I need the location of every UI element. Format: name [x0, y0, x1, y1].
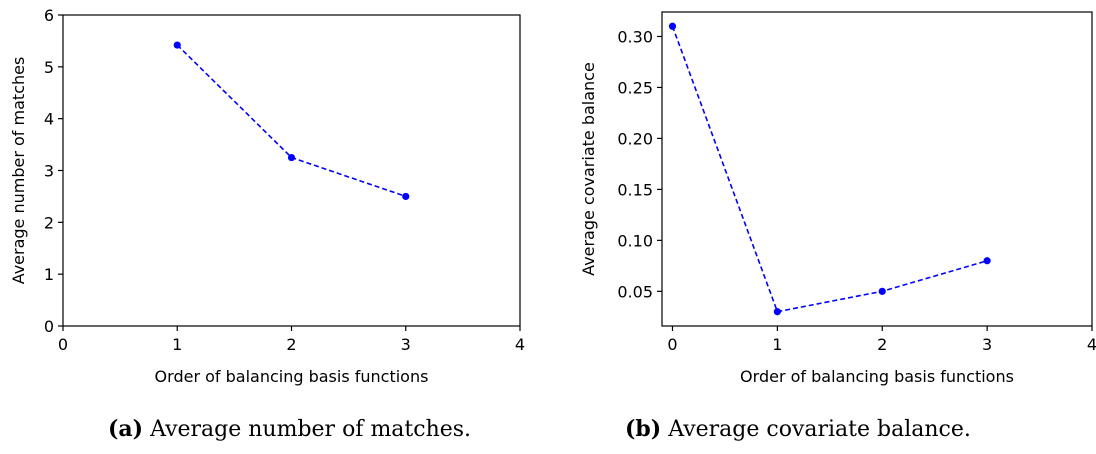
chart-a-x-tick-label: 0: [58, 335, 68, 354]
figure-canvas: 0 1 2 3 4 0 1 2 3 4 5 6 Order of balancing basis fun…: [9, 6, 1096, 386]
chart-a-y-tick-label: 3: [44, 162, 54, 181]
chart-a-data-point: [402, 192, 410, 201]
chart-a-y-tick-label: 1: [44, 265, 54, 284]
chart-b-series-line: [671, 26, 988, 313]
caption-b-text: Average covariate balance.: [668, 417, 971, 442]
chart-b-y-tick-label: 0.15: [617, 180, 653, 199]
chart-a-x-tick-label: 2: [286, 335, 296, 354]
chart-b-data-point: [878, 287, 886, 295]
chart-a-data-point: [287, 153, 296, 162]
chart-b-plot-frame: [661, 11, 1093, 327]
chart-a-x-axis-label: Order of balancing basis functions: [155, 367, 429, 386]
chart-a-data-point: [173, 41, 181, 49]
chart-a-series-line: [176, 44, 407, 198]
chart-b-x-tick-label: 1: [772, 335, 782, 354]
chart-b-x-tick-label: 4: [1087, 335, 1096, 354]
chart-a-plot-frame: [62, 14, 521, 327]
chart-a: 0 1 2 3 4 0 1 2 3 4 5 6 Order of balancing basis fun…: [9, 6, 525, 386]
chart-a-y-axis-label: Average number of matches: [9, 57, 28, 285]
chart-a-y-tick-label: 0: [44, 317, 54, 336]
chart-b-x-tick-label: 0: [667, 335, 677, 354]
chart-b-y-tick-label: 0.20: [617, 129, 653, 148]
chart-a-x-tick-label: 3: [401, 335, 411, 354]
caption-a: (a) Average number of matches.: [108, 416, 471, 442]
chart-b-y-tick-label: 0.05: [617, 282, 653, 301]
chart-b-data-point: [773, 308, 781, 316]
chart-b-data-point: [668, 22, 677, 30]
caption-b: (b) Average covariate balance.: [625, 416, 971, 442]
chart-a-y-tick-label: 5: [44, 58, 54, 77]
chart-a-y-tick-label: 2: [44, 213, 54, 232]
chart-b-y-tick-label: 0.25: [617, 78, 653, 97]
chart-b-y-tick-label: 0.10: [617, 231, 653, 250]
chart-b-x-axis-label: Order of balancing basis functions: [740, 367, 1014, 386]
caption-b-tag: (b): [625, 416, 662, 442]
chart-a-x-tick-label: 1: [172, 335, 182, 354]
chart-a-y-tick-label: 4: [44, 110, 54, 129]
chart-b-y-tick-label: 0.30: [617, 27, 653, 46]
chart-b-y-axis-label: Average covariate balance: [579, 62, 598, 276]
chart-b-x-tick-label: 2: [877, 335, 887, 354]
caption-a-tag: (a): [108, 416, 144, 442]
chart-a-y-tick-label: 6: [44, 6, 54, 25]
chart-b: 0 1 2 3 4 0.05 0.10 0.15 0.20 0.25 0.30 Order of ba…: [579, 11, 1096, 386]
chart-b-x-tick-label: 3: [982, 335, 992, 354]
chart-a-x-tick-label: 4: [515, 335, 525, 354]
chart-b-data-point: [983, 257, 991, 265]
caption-a-text: Average number of matches.: [150, 417, 472, 442]
